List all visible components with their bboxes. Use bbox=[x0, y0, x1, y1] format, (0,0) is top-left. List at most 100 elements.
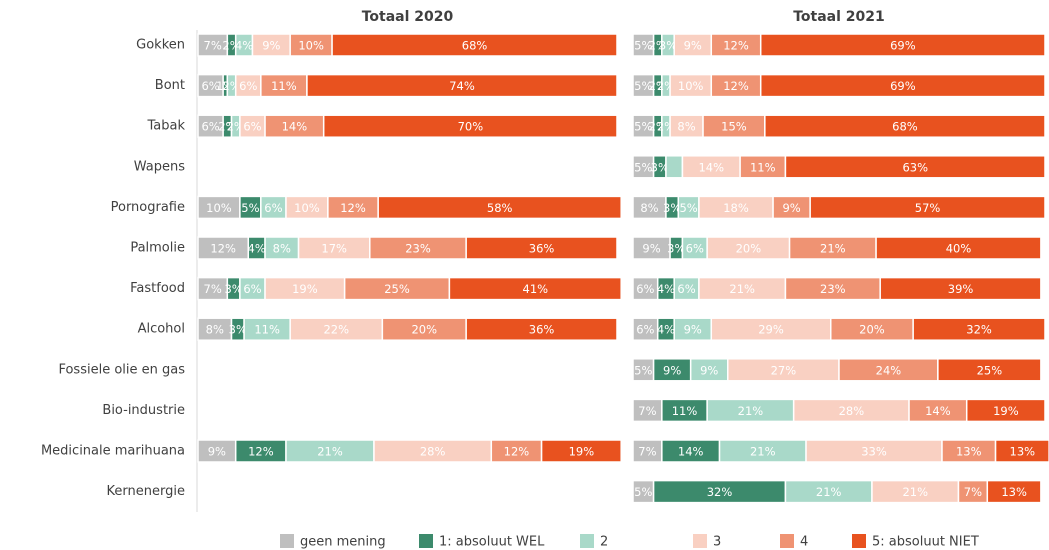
value-label: 5% bbox=[634, 39, 652, 53]
bar-segment bbox=[764, 114, 1046, 138]
value-label: 9% bbox=[262, 39, 280, 53]
value-label: 63% bbox=[902, 160, 928, 174]
bar-segment bbox=[937, 358, 1042, 382]
value-label: 68% bbox=[462, 39, 488, 53]
legend-swatch bbox=[780, 534, 794, 548]
value-label: 6% bbox=[636, 323, 654, 337]
bar-segment bbox=[784, 155, 1046, 179]
value-label: 15% bbox=[721, 120, 747, 134]
panel-title: Totaal 2020 bbox=[362, 9, 454, 25]
bar-segment bbox=[448, 276, 622, 301]
value-label: 12% bbox=[504, 445, 530, 459]
legend-swatch bbox=[419, 534, 433, 548]
category-label: Alcohol bbox=[138, 322, 185, 337]
value-label: 17% bbox=[321, 242, 347, 256]
value-label: 29% bbox=[758, 323, 784, 337]
bar-segment bbox=[879, 276, 1042, 301]
value-label: 7% bbox=[964, 485, 982, 499]
category-label: Pornografie bbox=[111, 200, 185, 215]
value-label: 11% bbox=[750, 160, 776, 174]
value-label: 21% bbox=[750, 445, 776, 459]
bar-segment bbox=[965, 398, 1046, 423]
category-label: Bont bbox=[155, 78, 185, 93]
value-label: 21% bbox=[816, 485, 842, 499]
panel-title: Totaal 2021 bbox=[793, 9, 885, 25]
category-label: Fastfood bbox=[130, 281, 185, 296]
value-label: 8% bbox=[640, 201, 658, 215]
value-label: 21% bbox=[738, 404, 764, 418]
value-label: 6% bbox=[239, 79, 257, 93]
value-label: 5% bbox=[241, 201, 259, 215]
category-label: Kernenergie bbox=[107, 484, 185, 499]
value-label: 21% bbox=[902, 485, 928, 499]
value-label: 14% bbox=[678, 445, 704, 459]
value-label: 14% bbox=[282, 120, 308, 134]
value-label: 3% bbox=[224, 282, 242, 296]
value-label: 10% bbox=[206, 201, 232, 215]
value-label: 28% bbox=[839, 404, 865, 418]
value-label: 8% bbox=[206, 323, 224, 337]
value-label: 69% bbox=[890, 79, 916, 93]
value-label: 11% bbox=[271, 79, 297, 93]
value-label: 10% bbox=[678, 79, 704, 93]
value-label: 22% bbox=[323, 323, 349, 337]
bar-segment bbox=[540, 439, 622, 463]
value-label: 39% bbox=[948, 282, 974, 296]
category-label: Palmolie bbox=[130, 241, 185, 256]
value-label: 14% bbox=[925, 404, 951, 418]
category-label: Fossiele olie en gas bbox=[58, 362, 185, 377]
value-label: 5% bbox=[634, 363, 652, 377]
value-label: 5% bbox=[679, 201, 697, 215]
legend-swatch bbox=[852, 534, 866, 548]
value-label: 9% bbox=[663, 363, 681, 377]
value-label: 4% bbox=[248, 242, 266, 256]
value-label: 11% bbox=[254, 323, 280, 337]
value-label: 21% bbox=[729, 282, 755, 296]
value-label: 9% bbox=[208, 445, 226, 459]
value-label: 6% bbox=[243, 282, 261, 296]
value-label: 5% bbox=[634, 120, 652, 134]
value-label: 5% bbox=[634, 79, 652, 93]
value-label: 68% bbox=[892, 120, 918, 134]
value-label: 6% bbox=[677, 282, 695, 296]
value-label: 6% bbox=[201, 120, 219, 134]
value-label: 5% bbox=[634, 485, 652, 499]
value-label: 40% bbox=[946, 242, 972, 256]
bar-segment bbox=[306, 73, 618, 98]
value-label: 7% bbox=[204, 282, 222, 296]
category-label: Medicinale marihuana bbox=[41, 444, 185, 459]
bar-segment bbox=[912, 317, 1046, 341]
value-label: 10% bbox=[294, 201, 320, 215]
bar-segment bbox=[665, 155, 684, 179]
value-label: 41% bbox=[523, 282, 549, 296]
value-label: 23% bbox=[405, 242, 431, 256]
legend-label: 5: absoluut NIET bbox=[872, 535, 979, 550]
category-label: Bio-industrie bbox=[102, 403, 185, 418]
value-label: 3% bbox=[663, 201, 681, 215]
value-label: 6% bbox=[243, 120, 261, 134]
value-label: 9% bbox=[684, 39, 702, 53]
legend-swatch bbox=[693, 534, 707, 548]
value-label: 19% bbox=[292, 282, 318, 296]
value-label: 12% bbox=[723, 39, 749, 53]
legend-label: 1: absoluut WEL bbox=[439, 535, 545, 550]
value-label: 57% bbox=[915, 201, 941, 215]
value-label: 13% bbox=[1001, 485, 1027, 499]
value-label: 25% bbox=[384, 282, 410, 296]
legend-label: geen mening bbox=[300, 535, 386, 550]
value-label: 12% bbox=[210, 242, 236, 256]
bar-segment bbox=[322, 114, 618, 138]
value-label: 33% bbox=[861, 445, 887, 459]
value-label: 9% bbox=[684, 323, 702, 337]
value-label: 74% bbox=[449, 79, 475, 93]
value-label: 32% bbox=[707, 485, 733, 499]
bar-segment bbox=[465, 236, 618, 260]
value-label: 7% bbox=[638, 445, 656, 459]
value-label: 6% bbox=[686, 242, 704, 256]
value-label: 23% bbox=[820, 282, 846, 296]
value-label: 24% bbox=[876, 363, 902, 377]
value-label: 9% bbox=[642, 242, 660, 256]
value-label: 20% bbox=[736, 242, 762, 256]
value-label: 7% bbox=[204, 39, 222, 53]
